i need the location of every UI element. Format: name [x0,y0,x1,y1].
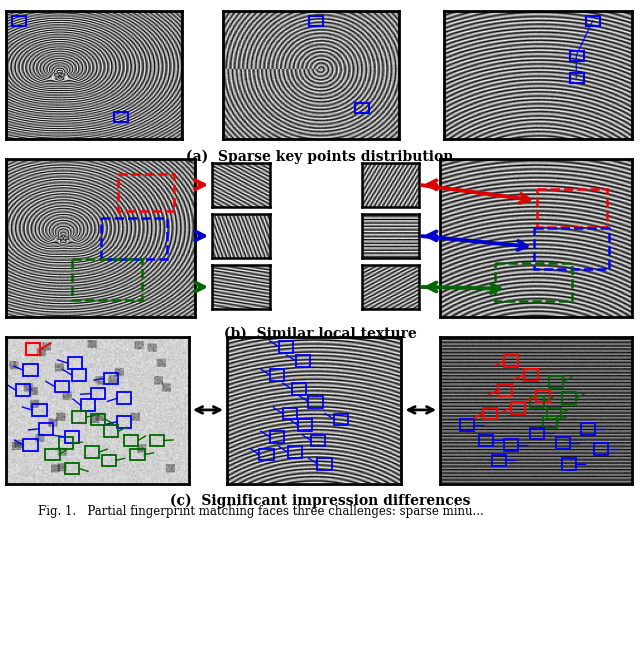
Bar [65,431,79,443]
Bar [504,355,518,367]
Bar [104,425,118,437]
Bar [269,431,284,443]
Bar [91,413,106,425]
Bar [81,399,95,411]
Bar [117,392,131,404]
Bar [562,458,576,470]
Bar [65,463,79,474]
Bar [150,435,164,446]
Bar [23,439,38,451]
Bar [12,16,26,26]
Bar [562,392,576,404]
Bar [130,449,145,460]
Bar [543,416,557,427]
Bar [530,396,544,408]
Bar [114,112,128,122]
Bar [269,369,284,381]
Bar [355,103,369,113]
Bar [483,408,497,419]
Bar [511,402,525,413]
Bar [594,443,608,454]
Bar [586,16,600,26]
Bar [530,427,544,439]
Bar [279,341,293,353]
Bar [39,423,53,435]
Bar [54,381,69,392]
Bar [460,419,474,431]
Bar [317,458,332,470]
Bar [296,355,310,367]
Bar [495,263,572,302]
Bar [72,259,141,300]
Bar [479,435,493,446]
Bar [537,189,607,226]
Bar [283,408,297,419]
Bar [72,369,86,381]
Bar [91,388,106,399]
Bar [524,369,538,381]
Bar [33,404,47,416]
Bar [534,228,609,269]
Bar [308,396,323,408]
Bar [581,423,595,435]
Bar [45,449,60,460]
Bar [118,174,175,211]
Bar [288,446,302,458]
Bar [309,16,323,26]
Bar [498,384,512,396]
Bar [26,343,40,355]
Bar [570,73,584,83]
Bar [84,446,99,458]
Bar [536,390,550,402]
Bar [104,372,118,384]
Text: Fig. 1.   Partial fingerprint matching faces three challenges: sparse minu...: Fig. 1. Partial fingerprint matching fac… [38,505,484,518]
Bar [492,454,506,466]
Bar [102,454,116,466]
Bar [23,364,38,376]
Text: (b)  Similar local texture: (b) Similar local texture [223,327,417,341]
Bar [570,51,584,61]
Bar [547,408,561,419]
Bar [298,419,312,431]
Bar [259,449,274,460]
Bar [58,437,73,449]
Bar [504,439,518,451]
Bar [549,376,563,388]
Text: (a)  Sparse key points distribution: (a) Sparse key points distribution [186,149,454,163]
Text: (c)  Significant impression differences: (c) Significant impression differences [170,493,470,507]
Bar [117,416,131,427]
Bar [101,218,167,259]
Bar [15,384,30,396]
Bar [292,383,306,394]
Bar [311,435,325,446]
Bar [556,437,570,449]
Bar [72,411,86,423]
Bar [124,435,138,446]
Bar [334,413,348,425]
Bar [68,358,82,369]
